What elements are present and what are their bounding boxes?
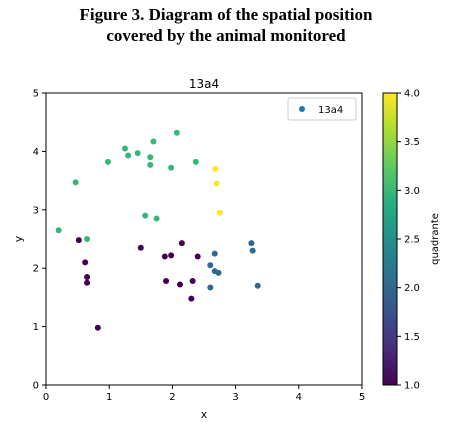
data-point [207, 284, 214, 291]
y-tick-label: 5 [33, 89, 39, 100]
colorbar: 1.0 1.5 2.0 2.5 3.0 3.5 4.0 quadrante [382, 89, 441, 392]
data-point [134, 150, 141, 157]
plot-area-frame [45, 92, 363, 386]
data-point [249, 247, 256, 254]
data-point [176, 281, 183, 288]
data-point [207, 262, 214, 269]
legend: 13a4 [287, 97, 357, 121]
data-point [248, 240, 255, 247]
data-point [168, 164, 175, 171]
data-point [178, 240, 185, 247]
x-tick-label: 4 [296, 392, 302, 403]
x-tick-label: 1 [106, 392, 112, 403]
legend-entry-label: 13a4 [318, 105, 343, 116]
colorbar-tick-label: 1.0 [404, 381, 420, 392]
data-point [72, 179, 79, 186]
data-point [163, 278, 170, 285]
colorbar-gradient [382, 92, 398, 386]
y-axis-label: y [12, 235, 25, 242]
colorbar-tick-label: 4.0 [404, 89, 420, 100]
colorbar-tick-label: 3.0 [404, 186, 420, 197]
data-point [147, 154, 154, 161]
data-point [75, 237, 82, 244]
colorbar-ticks: 1.0 1.5 2.0 2.5 3.0 3.5 4.0 [397, 89, 420, 392]
data-point [137, 244, 144, 251]
chart-title: 13a4 [189, 77, 219, 91]
figure-caption: Figure 3. Diagram of the spatial positio… [0, 4, 452, 46]
figure-caption-line-1: Figure 3. Diagram of the spatial positio… [79, 5, 373, 24]
data-point [192, 158, 199, 165]
data-point [215, 269, 222, 276]
colorbar-tick-label: 2.5 [404, 235, 420, 246]
data-point [82, 259, 89, 266]
data-point [84, 273, 91, 280]
data-point [173, 129, 180, 136]
data-point [104, 158, 111, 165]
y-tick-label: 0 [33, 381, 39, 392]
legend-marker [299, 106, 305, 112]
data-point [150, 138, 157, 145]
data-point [188, 295, 195, 302]
x-tick-label: 2 [169, 392, 175, 403]
legend-box [287, 97, 357, 121]
colorbar-label: quadrante [430, 213, 441, 265]
colorbar-tick-label: 2.0 [404, 283, 420, 294]
x-tick-label: 0 [43, 392, 49, 403]
colorbar-tick-label: 3.5 [404, 137, 420, 148]
y-tick-label: 2 [33, 264, 39, 275]
x-axis-label: x [201, 408, 208, 421]
data-point [153, 215, 160, 222]
colorbar-tick-label: 1.5 [404, 332, 420, 343]
data-point [84, 279, 91, 286]
data-point [161, 253, 168, 260]
axis-ticks: 0 1 2 3 4 5 0 1 2 3 4 5 [33, 89, 366, 404]
data-point [55, 227, 62, 234]
data-points [55, 129, 261, 331]
data-point [194, 253, 201, 260]
data-point [216, 209, 223, 216]
x-tick-label: 5 [359, 392, 365, 403]
data-point [125, 152, 132, 159]
x-tick-label: 3 [232, 392, 238, 403]
data-point [147, 161, 154, 168]
data-point [189, 278, 196, 285]
data-point [84, 236, 91, 242]
y-tick-label: 4 [33, 147, 39, 158]
data-point [211, 250, 218, 257]
data-point [122, 145, 128, 152]
y-tick-label: 1 [33, 322, 39, 333]
data-point [254, 282, 261, 289]
data-point [168, 252, 175, 259]
data-point [213, 180, 220, 187]
data-point [142, 212, 149, 219]
data-point [94, 324, 101, 331]
y-tick-label: 3 [33, 205, 39, 216]
data-point [212, 165, 219, 172]
figure-caption-line-2: covered by the animal monitored [106, 26, 346, 45]
